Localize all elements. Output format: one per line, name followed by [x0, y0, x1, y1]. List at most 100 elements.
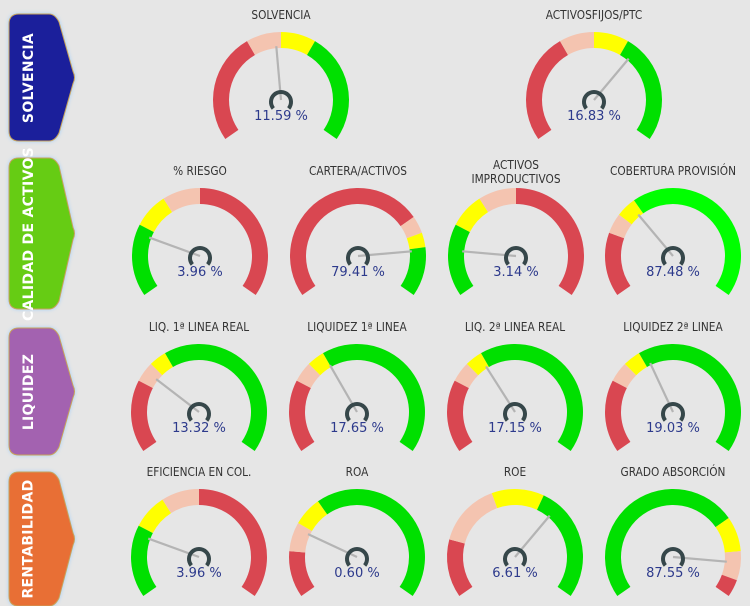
gauge-dial [289, 489, 425, 597]
gauge-dial [447, 344, 583, 452]
section-tab-rentabilidad[interactable]: RENTABILIDAD [8, 471, 77, 606]
gauge-liquidez-1-linea: LIQUIDEZ 1ª LINEA 17.65 % [282, 320, 432, 460]
gauge-dial [526, 32, 662, 140]
gauge-dial [605, 489, 741, 597]
gauge-band-red [605, 232, 631, 296]
gauge-riesgo: % RIESGO 3.96 % [125, 164, 275, 304]
gauge-band-yellow [150, 353, 173, 376]
gauge-value: 6.61 % [492, 566, 538, 581]
gauge-band-pink [612, 363, 637, 388]
gauge-value: 87.55 % [646, 566, 700, 581]
gauge-band-pink [454, 363, 479, 388]
gauge-pivot-icon [504, 246, 528, 266]
tab-label: CALIDAD DE ACTIVOS [21, 146, 37, 321]
gauge-band-red [715, 574, 737, 597]
tab-body [8, 327, 75, 456]
gauge-band-red [605, 380, 631, 452]
gauge-title-line: IMPRODUCTIVOS [471, 172, 561, 186]
section-tab-solvencia[interactable]: SOLVENCIA [8, 13, 77, 142]
section-tab-liquidez[interactable]: LIQUIDEZ [8, 327, 77, 456]
gauge-dial [605, 188, 741, 296]
gauge-value: 79.41 % [331, 265, 385, 280]
gauge-roe: ROE 6.61 % [440, 465, 590, 605]
gauge-title: EFICIENCIA EN COL. [146, 465, 252, 479]
section-tab-calidad-de-activos[interactable]: CALIDAD DE ACTIVOS [8, 146, 77, 321]
gauge-title: LIQUIDEZ 2ª LINEA [623, 320, 723, 334]
gauge-liq-2-linea-real: LIQ. 2ª LINEA REAL 17.15 % [440, 320, 590, 460]
gauge-dial [290, 188, 426, 296]
gauge-band-green [639, 344, 741, 452]
gauge-band-yellow [594, 32, 628, 55]
gauge-band-red [526, 41, 568, 140]
gauge-value: 17.15 % [488, 421, 542, 436]
gauge-band-red [213, 41, 255, 140]
gauge-pivot-icon [661, 547, 685, 567]
gauge-band-pink [247, 32, 281, 55]
gauge-band-green [620, 41, 662, 140]
gauge-band-yellow [619, 200, 644, 225]
gauge-value: 0.60 % [334, 566, 380, 581]
gauge-dial [447, 489, 583, 597]
gauge-dial [131, 344, 267, 452]
gauge-band-yellow [715, 517, 741, 553]
gauge-band-green [131, 525, 157, 597]
gauge-cartera-activos: CARTERA/ACTIVOS 79.41 % [283, 164, 433, 304]
tab-body [8, 471, 75, 606]
gauge-band-yellow [455, 198, 489, 232]
gauge-band-green [317, 489, 425, 597]
tab-label: LIQUIDEZ [21, 353, 38, 430]
gauge-value: 87.48 % [646, 265, 700, 280]
gauge-band-bright_green [633, 188, 741, 296]
gauge-roa: ROA 0.60 % [282, 465, 432, 605]
gauge-title-line: ACTIVOS [492, 158, 540, 172]
gauge-dial [605, 344, 741, 452]
gauge-band-green [165, 344, 267, 452]
gauge-band-green [307, 41, 349, 140]
gauge-band-red [289, 380, 315, 452]
gauge-title: LIQUIDEZ 1ª LINEA [307, 320, 407, 334]
gauge-dial [289, 344, 425, 452]
tab-label: RENTABILIDAD [21, 479, 38, 599]
gauge-band-green [536, 495, 583, 597]
tab-body [8, 13, 75, 142]
gauge-band-red [447, 380, 473, 452]
tab-shape [8, 471, 75, 606]
gauge-band-yellow [466, 353, 489, 376]
gauge-pivot-icon [346, 246, 370, 266]
gauge-band-pink [449, 493, 498, 544]
gauge-title: ACTIVOS IMPRODUCTIVOS [432, 158, 599, 186]
gauge-value: 19.03 % [646, 421, 700, 436]
gauge-value: 16.83 % [567, 109, 621, 124]
gauge-pivot-icon [661, 246, 685, 266]
gauge-title: LIQ. 1ª LINEA REAL [148, 320, 250, 334]
tab-shape [8, 157, 75, 310]
gauge-band-yellow [298, 501, 328, 531]
gauge-title: COBERTURA PROVISIÓN [609, 164, 737, 178]
gauge-band-red [289, 551, 315, 597]
gauge-dial [131, 489, 267, 597]
gauge-band-red [131, 380, 157, 452]
gauge-band-yellow [281, 32, 315, 55]
gauge-value: 11.59 % [254, 109, 308, 124]
gauge-eficiencia-en-col: EFICIENCIA EN COL. 3.96 % [124, 465, 274, 605]
gauge-title: LIQ. 2ª LINEA REAL [464, 320, 566, 334]
gauge-pivot-icon [188, 246, 212, 266]
gauge-title: ROA [345, 465, 369, 479]
gauge-pivot-icon [345, 547, 369, 567]
gauge-band-pink [721, 551, 741, 581]
gauge-band-yellow [308, 353, 331, 376]
gauge-grado-absorcion: GRADO ABSORCIÓN 87.55 % [598, 465, 748, 605]
gauge-liq-1-linea-real: LIQ. 1ª LINEA REAL 13.32 % [124, 320, 274, 460]
gauge-title: ROE [503, 465, 527, 479]
gauge-pivot-icon [503, 402, 527, 422]
gauge-title: SOLVENCIA [251, 8, 311, 22]
gauge-value: 13.32 % [172, 421, 226, 436]
gauge-cobertura-provision: COBERTURA PROVISIÓN 87.48 % [598, 164, 748, 304]
gauge-title: GRADO ABSORCIÓN [620, 465, 726, 479]
gauge-value: 3.14 % [493, 265, 539, 280]
gauge-pivot-icon [503, 547, 527, 567]
gauge-title: ACTIVOSFIJOS/PTC [545, 8, 643, 22]
gauge-band-green [400, 247, 426, 296]
gauge-activos-improductivos: ACTIVOS IMPRODUCTIVOS 3.14 % [441, 158, 591, 304]
gauge-pivot-icon [187, 547, 211, 567]
